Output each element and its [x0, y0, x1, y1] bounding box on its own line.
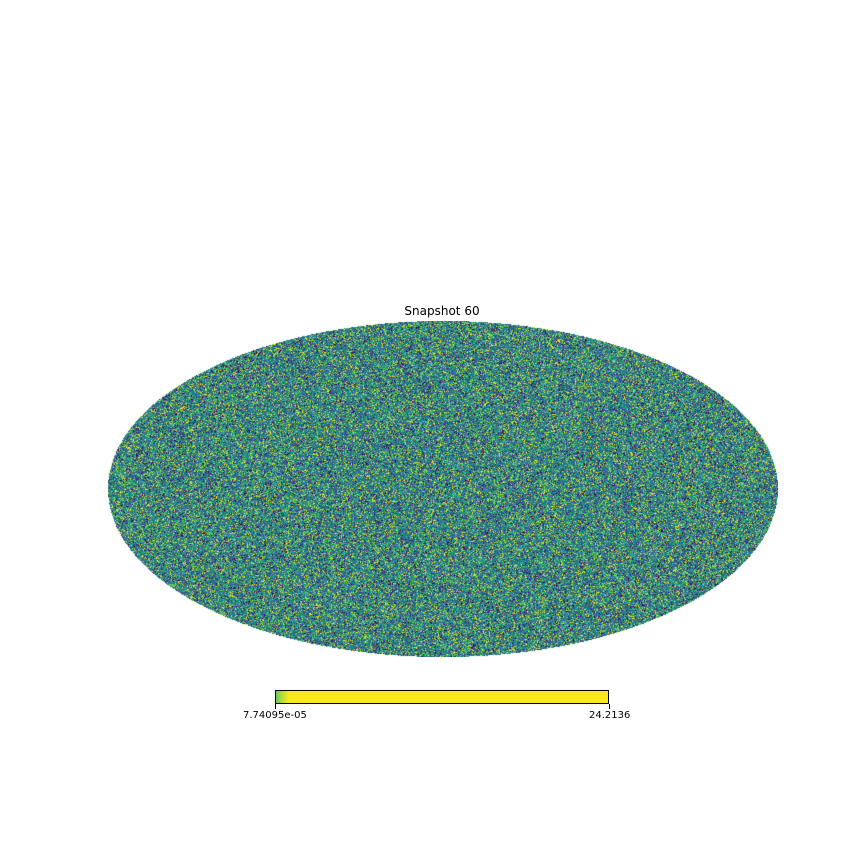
colorbar-max-tick [609, 704, 610, 709]
mollweide-sky-map [108, 321, 778, 657]
colorbar [275, 690, 609, 704]
colorbar-min-label: 7.74095e-05 [243, 710, 307, 721]
colorbar-max-label: 24.2136 [589, 710, 631, 721]
colorbar-min-tick [275, 704, 276, 709]
map-title: Snapshot 60 [404, 304, 480, 318]
